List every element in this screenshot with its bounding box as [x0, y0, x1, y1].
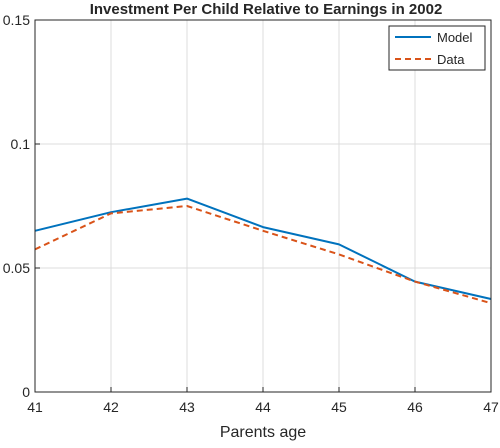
x-tick-label: 42 [103, 399, 119, 415]
x-tick-label: 45 [331, 399, 347, 415]
x-tick-label: 41 [27, 399, 43, 415]
tick-layer: 41 42 43 44 45 46 47 0 0.05 0.1 0.15 [3, 12, 499, 415]
grid [35, 20, 491, 392]
legend: Model Data [389, 26, 485, 70]
legend-label-data: Data [437, 52, 465, 67]
x-tick-label: 46 [407, 399, 423, 415]
x-tick-label: 44 [255, 399, 271, 415]
x-axis-label: Parents age [220, 424, 306, 441]
chart-title: Investment Per Child Relative to Earning… [90, 1, 443, 18]
x-tick-label: 43 [179, 399, 195, 415]
x-tick-label: 47 [483, 399, 499, 415]
y-tick-label: 0.1 [11, 136, 31, 152]
y-tick-label: 0 [22, 384, 30, 400]
y-tick-label: 0.15 [3, 12, 30, 28]
y-tick-label: 0.05 [3, 260, 30, 276]
legend-label-model: Model [437, 30, 473, 45]
